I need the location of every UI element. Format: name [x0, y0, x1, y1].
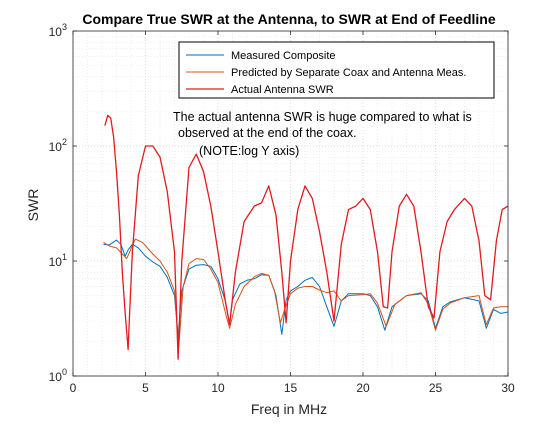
- annotation-line: The actual antenna SWR is huge compared …: [173, 110, 472, 124]
- x-tick-label: 0: [70, 381, 77, 395]
- x-tick-label: 5: [142, 381, 149, 395]
- legend-label-predicted: Predicted by Separate Coax and Antenna M…: [231, 67, 466, 79]
- x-tick-label: 20: [356, 381, 370, 395]
- x-axis-label: Freq in MHz: [251, 401, 327, 417]
- legend-box: [178, 41, 495, 99]
- series-line: [104, 114, 509, 360]
- x-tick-label: 10: [211, 381, 225, 395]
- legend-label-measured: Measured Composite: [231, 50, 336, 62]
- chart-title: Compare True SWR at the Antenna, to SWR …: [82, 11, 496, 27]
- y-axis-label: SWR: [25, 189, 41, 222]
- y-tick-label: 101: [49, 252, 67, 269]
- annotation-text: The actual antenna SWR is huge compared …: [173, 110, 472, 158]
- y-tick-label: 100: [49, 367, 67, 384]
- annotation-line: (NOTE:log Y axis): [199, 144, 299, 158]
- x-tick-label: 15: [284, 381, 298, 395]
- legend: Measured Composite Predicted by Separate…: [178, 41, 495, 99]
- x-tick-label: 25: [429, 381, 443, 395]
- y-tick-label: 102: [49, 137, 67, 154]
- x-tick-label: 30: [501, 381, 515, 395]
- y-tick-label: 103: [49, 22, 67, 39]
- annotation-line: observed at the end of the coax.: [178, 126, 357, 140]
- legend-label-actual: Actual Antenna SWR: [231, 84, 334, 96]
